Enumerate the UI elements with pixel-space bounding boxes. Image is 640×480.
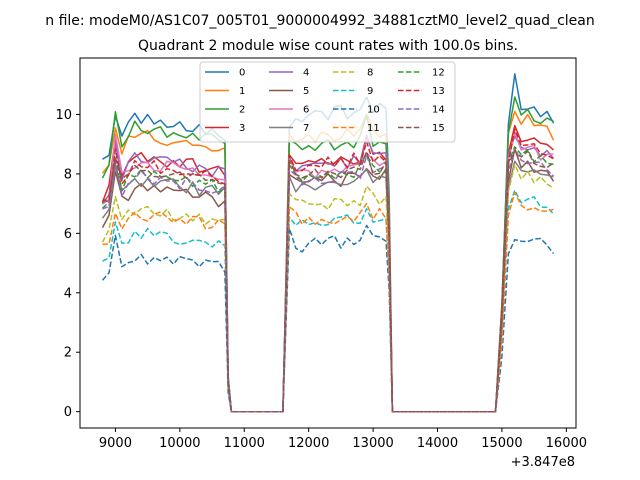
chart-suptitle: n file: modeM0/AS1C07_005T01_9000004992_… [45,13,594,29]
x-axis: 9000 10000 11000 12000 13000 14000 15000 16000 [99,428,587,451]
chart-title: Quadrant 2 module wise count rates with … [138,38,518,54]
legend-label-5: 5 [303,86,309,97]
legend-label-8: 8 [367,68,373,79]
legend-label-0: 0 [239,68,245,79]
legend-label-13: 13 [432,86,445,97]
y-tick-label: 8 [64,167,72,182]
x-offset-label: +3.847e8 [511,455,575,470]
x-tick-label: 14000 [417,436,458,451]
legend-label-10: 10 [367,105,380,116]
x-tick-label: 13000 [352,436,393,451]
legend-label-1: 1 [239,86,245,97]
legend-label-12: 12 [432,68,445,79]
x-tick-label: 16000 [546,436,587,451]
legend-label-3: 3 [239,123,245,134]
legend-label-6: 6 [303,105,309,116]
legend-box [199,61,456,143]
series-line-11 [102,191,554,413]
y-tick-label: 2 [64,346,72,361]
legend-label-15: 15 [432,123,445,134]
x-tick-label: 11000 [224,436,265,451]
series-line-14 [102,148,555,413]
y-tick-label: 6 [64,227,72,242]
y-axis: 0 2 4 6 8 10 [55,108,80,420]
x-tick-label: 9000 [99,436,132,451]
legend-label-14: 14 [432,105,445,116]
series-line-10 [101,224,555,413]
axes-frame [79,57,577,429]
legend-label-9: 9 [367,86,373,97]
legend-label-4: 4 [303,68,309,79]
y-tick-label: 0 [64,405,72,420]
legend-label-7: 7 [303,123,309,134]
y-tick-label: 4 [64,286,72,301]
legend-label-11: 11 [367,123,380,134]
x-tick-label: 12000 [288,436,329,451]
y-tick-label: 10 [55,108,72,123]
x-tick-label: 15000 [481,436,522,451]
x-tick-label: 10000 [159,436,200,451]
series-line-15 [101,150,554,413]
legend-label-2: 2 [239,105,245,116]
series-line-8 [101,163,554,413]
